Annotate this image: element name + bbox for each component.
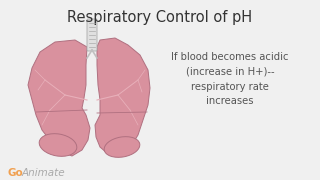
Text: Respiratory Control of pH: Respiratory Control of pH (68, 10, 252, 25)
FancyBboxPatch shape (87, 19, 97, 51)
Text: If blood becomes acidic
(increase in H+)--
respiratory rate
increases: If blood becomes acidic (increase in H+)… (171, 52, 289, 106)
Text: Animate: Animate (22, 168, 66, 178)
PathPatch shape (95, 38, 150, 156)
Text: Go: Go (8, 168, 24, 178)
Ellipse shape (104, 137, 140, 157)
Ellipse shape (39, 134, 77, 156)
PathPatch shape (28, 40, 90, 156)
